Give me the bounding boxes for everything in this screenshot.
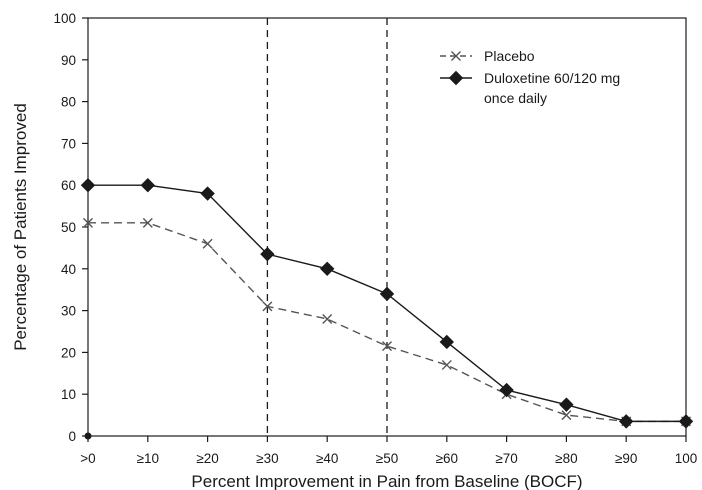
data-point: [83, 217, 93, 228]
x-tick-label: ≥90: [615, 451, 637, 466]
series-2: [80, 177, 694, 429]
series-line: [88, 184, 686, 423]
data-point: [142, 217, 153, 228]
data-point: [322, 313, 333, 324]
data-point: [451, 51, 461, 61]
data-point: [618, 414, 634, 429]
y-tick-label: 50: [61, 220, 76, 235]
data-point: [448, 70, 464, 86]
origin-point: [84, 432, 92, 440]
y-tick-label: 100: [53, 11, 76, 26]
legend: Placebo Duloxetine 60/120 mg once daily: [440, 48, 620, 106]
data-point: [382, 341, 392, 352]
data-point: [140, 177, 156, 193]
reference-lines: [266, 18, 388, 436]
x-tick-label: ≥60: [436, 451, 458, 466]
x-tick-label: >0: [80, 451, 95, 466]
x-tick-label: ≥80: [555, 451, 577, 466]
data-point: [439, 334, 455, 350]
data-point: [379, 286, 395, 302]
legend-label: once daily: [484, 90, 547, 106]
y-tick-label: 60: [61, 178, 76, 193]
series-layer: [80, 177, 694, 440]
data-point: [260, 246, 275, 262]
y-tick-label: 90: [61, 53, 76, 68]
y-tick-label: 80: [61, 95, 76, 110]
x-axis-title: Percent Improvement in Pain from Baselin…: [191, 472, 582, 490]
data-point: [561, 410, 572, 421]
data-point: [499, 382, 514, 398]
x-tick-label: ≥40: [316, 451, 338, 466]
y-tick-label: 30: [61, 304, 76, 319]
x-tick-label: ≥70: [495, 451, 517, 466]
y-tick-label: 20: [61, 345, 76, 360]
data-point: [319, 261, 335, 277]
x-tick-label: 100: [675, 451, 698, 466]
data-point: [559, 397, 574, 412]
data-point: [262, 301, 273, 312]
x-tick-label: ≥50: [376, 451, 398, 466]
y-axis-title: Percentage of Patients Improved: [11, 103, 30, 351]
x-tick-label: ≥10: [137, 451, 159, 466]
data-point: [80, 177, 96, 193]
legend-label: Placebo: [484, 48, 535, 64]
data-point: [200, 186, 215, 201]
x-tick-label: ≥30: [256, 451, 278, 466]
data-point: [202, 238, 213, 249]
y-tick-label: 70: [61, 136, 76, 151]
data-point: [441, 359, 452, 370]
y-tick-label: 40: [61, 262, 76, 277]
x-tick-label: ≥20: [196, 451, 218, 466]
legend-label: Duloxetine 60/120 mg: [484, 70, 620, 86]
x-axis-ticks: >0 ≥10 ≥20 ≥30 ≥40 ≥50 ≥60 ≥70 ≥80 ≥90 100: [80, 436, 697, 466]
data-point: [678, 414, 694, 429]
series-line: [88, 222, 686, 423]
y-tick-label: 0: [68, 429, 76, 444]
y-axis-ticks: 0 10 20 30 40 50 60 70 80 90 100: [53, 11, 88, 444]
y-tick-label: 10: [61, 387, 76, 402]
